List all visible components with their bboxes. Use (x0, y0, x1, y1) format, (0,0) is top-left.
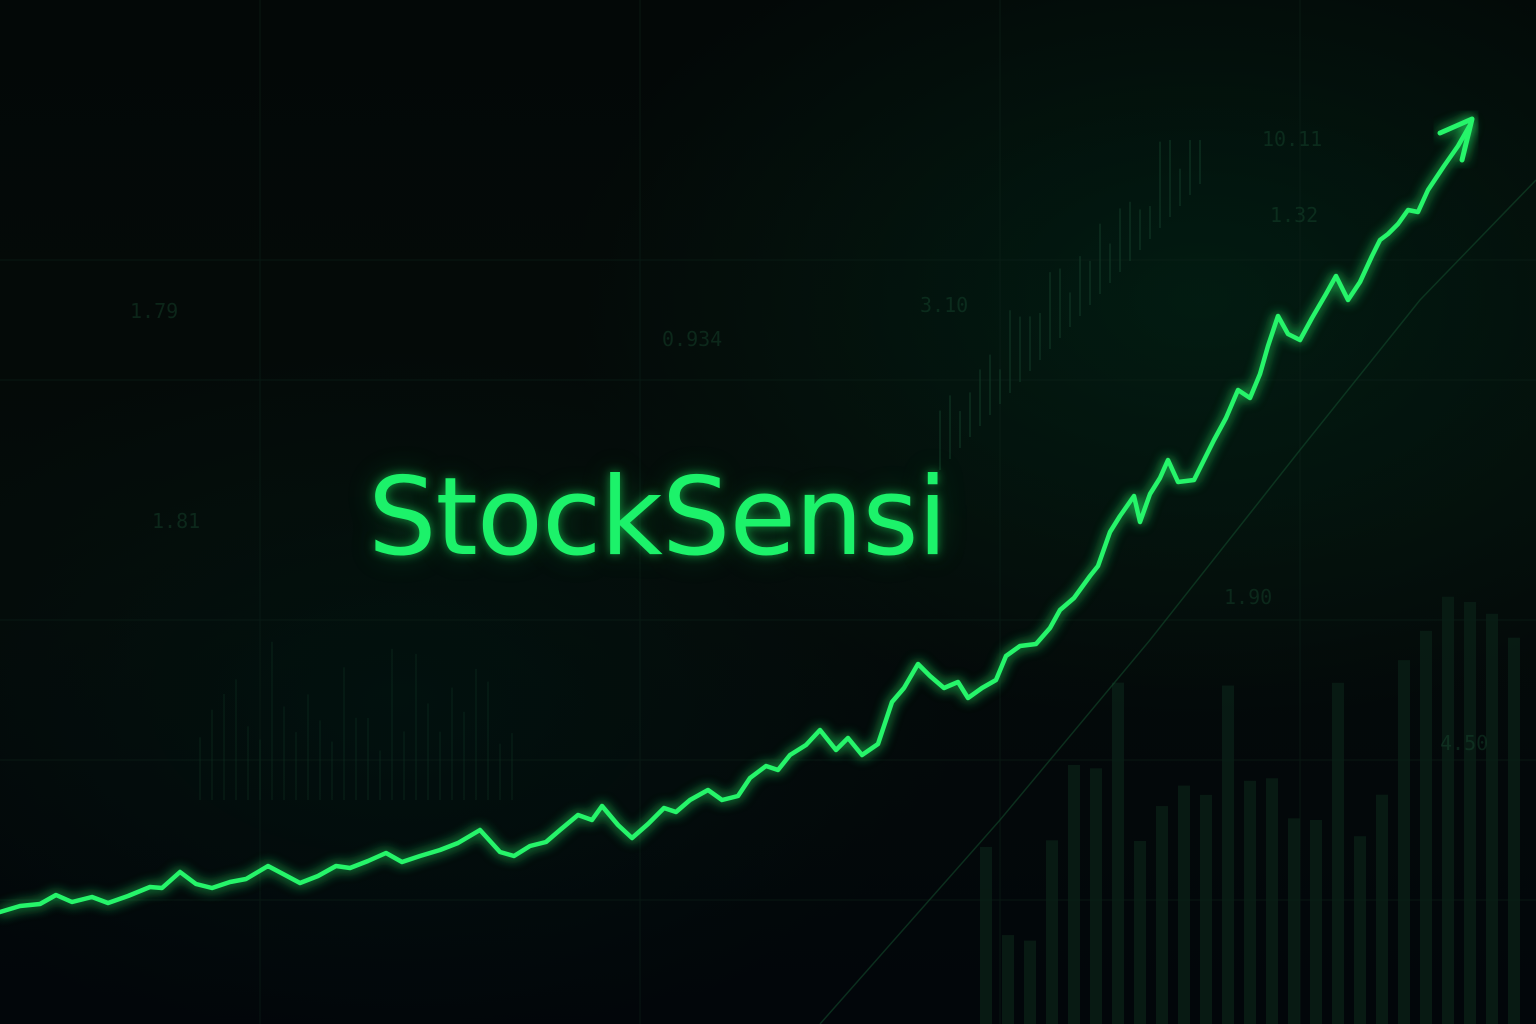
background-volume-bar (1332, 682, 1344, 1024)
background-volume-bar (1266, 778, 1278, 1024)
bg-number: 4.50 (1440, 731, 1488, 755)
price-line (0, 122, 1473, 915)
background-volume-bar (1486, 613, 1498, 1024)
background-volume-bar (1156, 806, 1168, 1024)
background-volume-bar (1244, 780, 1256, 1024)
bg-number: 1.81 (152, 509, 200, 533)
background-volume-bar (1288, 818, 1300, 1024)
background-volume-bar (1398, 660, 1410, 1024)
background-volume-bar (1068, 764, 1080, 1024)
background-volume-bar (1376, 794, 1388, 1024)
brand-title: StockSensi (368, 455, 948, 580)
background-volume-bar (1464, 602, 1476, 1024)
bg-number: 0.934 (662, 327, 722, 351)
bg-number: 1.90 (1224, 585, 1272, 609)
background-volume-bars (980, 596, 1520, 1024)
bg-number: 3.10 (920, 293, 968, 317)
background-volume-bar (1508, 637, 1520, 1024)
background-numbers: 1.79 0.934 3.10 10.11 1.90 4.50 1.81 1.3… (130, 127, 1488, 755)
background-volume-bar (1178, 785, 1190, 1024)
trend-arrow-up-icon (1437, 116, 1475, 163)
background-volume-bar (980, 846, 992, 1024)
background-volume-bar (1090, 768, 1102, 1024)
background-volume-bar (1420, 630, 1432, 1024)
background-volume-bar (1354, 836, 1366, 1024)
bg-number: 10.11 (1262, 127, 1322, 151)
background-volume-bar (1222, 685, 1234, 1024)
background-volume-bar (1134, 841, 1146, 1024)
bg-number: 1.32 (1270, 203, 1318, 227)
background-volume-bar (1046, 840, 1058, 1024)
background-candles (199, 140, 1201, 800)
background-volume-bar (1310, 819, 1322, 1024)
secondary-trend-line (819, 179, 1536, 1024)
background-volume-bar (1002, 935, 1014, 1024)
background-volume-bar (1442, 596, 1454, 1024)
bg-number: 1.79 (130, 299, 178, 323)
background-volume-bar (1112, 682, 1124, 1024)
background-volume-bar (1200, 794, 1212, 1024)
background-volume-bar (1024, 940, 1036, 1024)
